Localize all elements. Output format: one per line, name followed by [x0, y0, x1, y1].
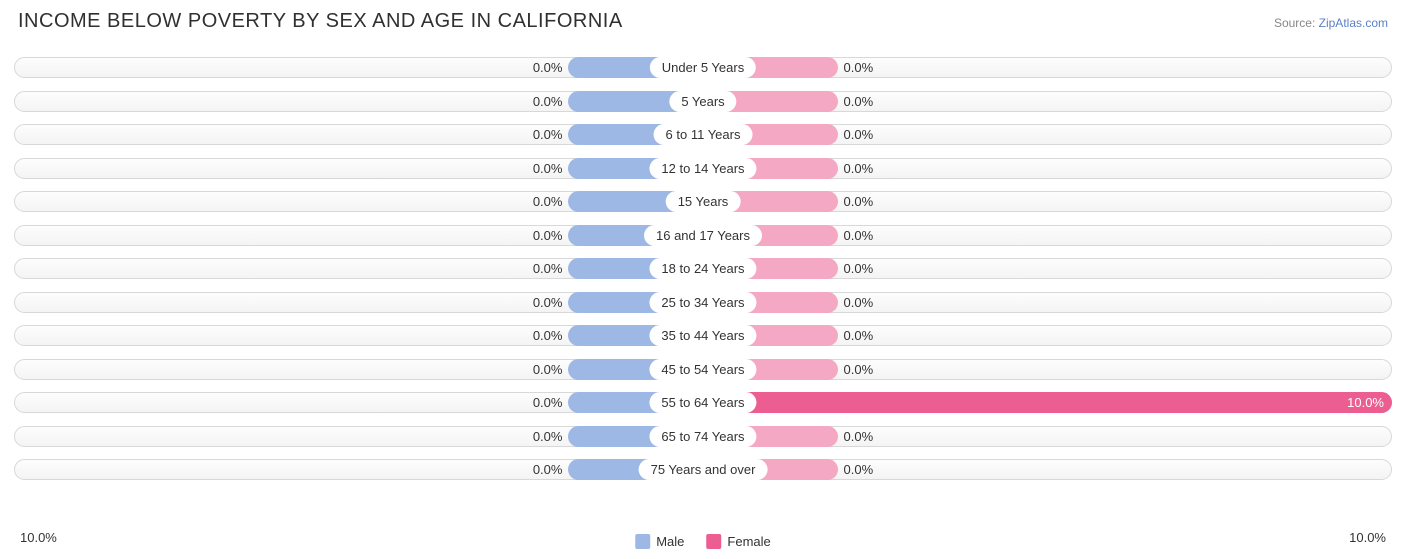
- chart-row: 55 to 64 Years 0.0% 10.0%: [14, 389, 1392, 416]
- female-value-label: 0.0%: [844, 155, 874, 182]
- category-label: 35 to 44 Years: [649, 325, 756, 346]
- female-value-label: 0.0%: [844, 88, 874, 115]
- male-value-label: 0.0%: [533, 423, 563, 450]
- chart-row: 5 Years 0.0% 0.0%: [14, 88, 1392, 115]
- male-value-label: 0.0%: [533, 289, 563, 316]
- chart-row: 25 to 34 Years 0.0% 0.0%: [14, 289, 1392, 316]
- male-value-label: 0.0%: [533, 88, 563, 115]
- legend: Male Female: [635, 534, 771, 549]
- female-value-label: 0.0%: [844, 222, 874, 249]
- category-label: 12 to 14 Years: [649, 158, 756, 179]
- legend-female-label: Female: [727, 534, 770, 549]
- female-value-label: 10.0%: [1347, 389, 1384, 416]
- chart-row: 75 Years and over 0.0% 0.0%: [14, 456, 1392, 483]
- category-label: 18 to 24 Years: [649, 258, 756, 279]
- chart-title: INCOME BELOW POVERTY BY SEX AND AGE IN C…: [18, 10, 623, 33]
- male-value-label: 0.0%: [533, 322, 563, 349]
- chart-row: 65 to 74 Years 0.0% 0.0%: [14, 423, 1392, 450]
- axis-right-label: 10.0%: [1349, 530, 1386, 545]
- male-value-label: 0.0%: [533, 456, 563, 483]
- female-value-label: 0.0%: [844, 356, 874, 383]
- female-value-label: 0.0%: [844, 289, 874, 316]
- male-value-label: 0.0%: [533, 155, 563, 182]
- chart-row: Under 5 Years 0.0% 0.0%: [14, 54, 1392, 81]
- category-label: 6 to 11 Years: [654, 124, 753, 145]
- category-label: 16 and 17 Years: [644, 225, 762, 246]
- source-link[interactable]: ZipAtlas.com: [1319, 16, 1388, 30]
- category-label: 45 to 54 Years: [649, 359, 756, 380]
- source-attribution: Source: ZipAtlas.com: [1274, 16, 1388, 30]
- chart-row: 45 to 54 Years 0.0% 0.0%: [14, 356, 1392, 383]
- male-value-label: 0.0%: [533, 222, 563, 249]
- legend-item-male: Male: [635, 534, 684, 549]
- female-bar: [703, 392, 1392, 413]
- chart-row: 6 to 11 Years 0.0% 0.0%: [14, 121, 1392, 148]
- female-value-label: 0.0%: [844, 188, 874, 215]
- diverging-bar-chart: Under 5 Years0.0%0.0%5 Years0.0%0.0%6 to…: [14, 54, 1392, 511]
- chart-row: 12 to 14 Years 0.0% 0.0%: [14, 155, 1392, 182]
- chart-row: 18 to 24 Years 0.0% 0.0%: [14, 255, 1392, 282]
- category-label: 65 to 74 Years: [649, 426, 756, 447]
- axis-left-label: 10.0%: [20, 530, 57, 545]
- category-label: Under 5 Years: [650, 57, 756, 78]
- category-label: 15 Years: [666, 191, 741, 212]
- male-value-label: 0.0%: [533, 121, 563, 148]
- male-value-label: 0.0%: [533, 389, 563, 416]
- female-value-label: 0.0%: [844, 255, 874, 282]
- male-value-label: 0.0%: [533, 188, 563, 215]
- female-value-label: 0.0%: [844, 456, 874, 483]
- chart-row: 35 to 44 Years 0.0% 0.0%: [14, 322, 1392, 349]
- female-value-label: 0.0%: [844, 54, 874, 81]
- category-label: 25 to 34 Years: [649, 292, 756, 313]
- category-label: 55 to 64 Years: [649, 392, 756, 413]
- legend-male-label: Male: [656, 534, 684, 549]
- male-value-label: 0.0%: [533, 356, 563, 383]
- female-value-label: 0.0%: [844, 423, 874, 450]
- category-label: 5 Years: [669, 91, 736, 112]
- chart-row: 16 and 17 Years 0.0% 0.0%: [14, 222, 1392, 249]
- male-value-label: 0.0%: [533, 255, 563, 282]
- male-value-label: 0.0%: [533, 54, 563, 81]
- category-label: 75 Years and over: [639, 459, 768, 480]
- legend-item-female: Female: [706, 534, 770, 549]
- female-value-label: 0.0%: [844, 322, 874, 349]
- male-swatch-icon: [635, 534, 650, 549]
- female-swatch-icon: [706, 534, 721, 549]
- chart-row: 15 Years 0.0% 0.0%: [14, 188, 1392, 215]
- female-value-label: 0.0%: [844, 121, 874, 148]
- source-prefix: Source:: [1274, 16, 1319, 30]
